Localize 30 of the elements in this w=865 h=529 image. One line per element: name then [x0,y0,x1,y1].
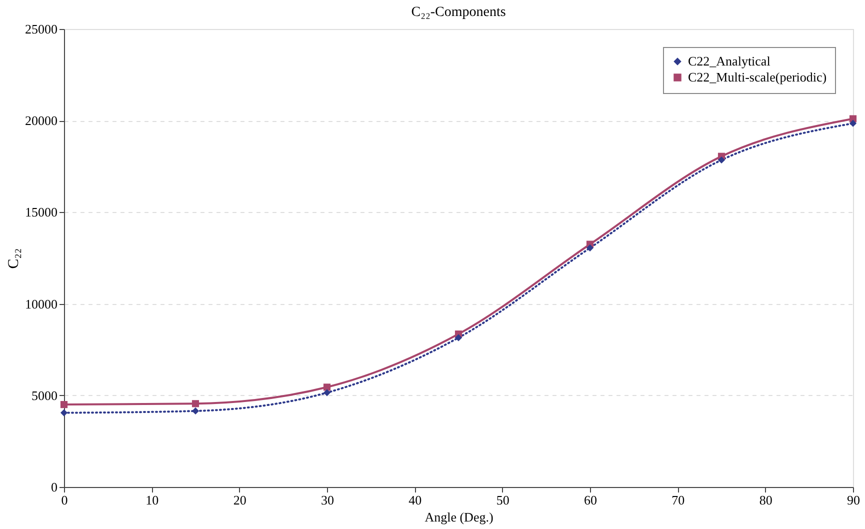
y-tick-label: 0 [51,480,58,494]
x-tick-label: 0 [61,492,68,508]
point [586,244,594,252]
y-tick-label: 10000 [25,296,58,312]
point [192,400,200,408]
legend-label: C22_Multi-scale(periodic) [688,70,827,84]
x-tick-label: 90 [847,492,860,508]
y-axis-title: C₂₂ [6,248,22,269]
legend-label: C22_Analytical [688,54,771,68]
y-tick-label: 20000 [25,113,58,128]
chart-title: C₂₂-Components [411,5,506,20]
y-tick-label: 15000 [25,204,58,220]
x-tick-label: 30 [321,492,334,508]
point [323,389,331,396]
x-tick-label: 70 [672,492,685,508]
x-tick-label: 10 [146,492,159,508]
point [454,334,462,342]
x-tick-label: 60 [584,492,597,508]
x-tick-label: 20 [233,492,246,508]
x-tick-label: 80 [759,492,772,508]
point [60,401,68,408]
point [849,120,857,127]
point [60,409,68,416]
point [323,384,331,391]
x-axis-title: Angle (Deg.) [424,510,494,524]
x-tick-label: 40 [408,492,422,508]
y-tick-label: 25000 [25,22,58,36]
point [718,156,726,164]
x-tick-label: 50 [496,492,510,508]
y-tick-label: 5000 [32,388,58,403]
